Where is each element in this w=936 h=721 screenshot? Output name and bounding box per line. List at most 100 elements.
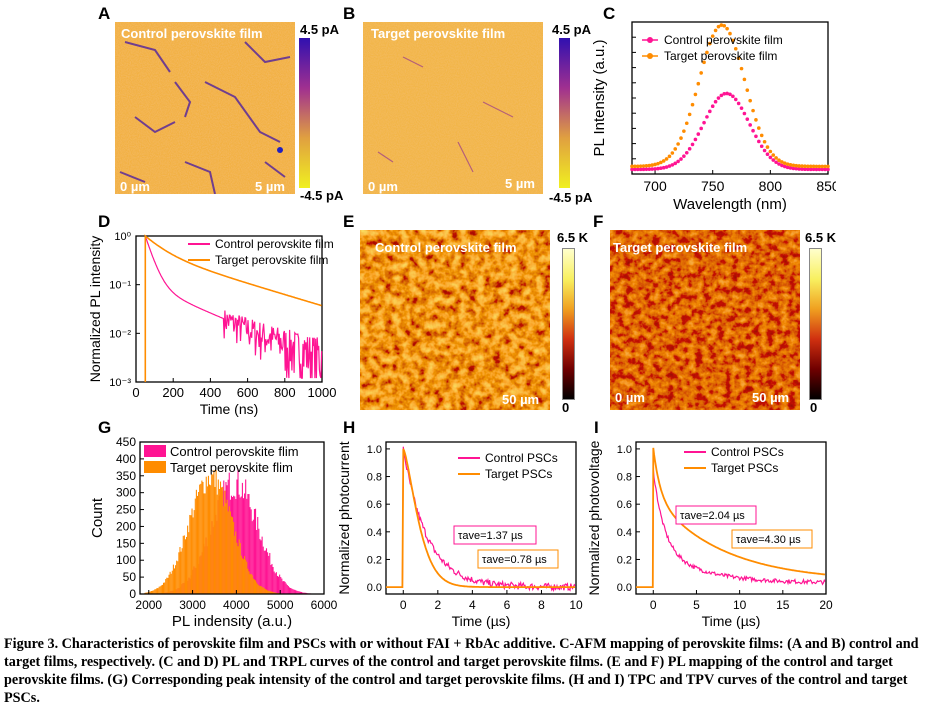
chart-h-tpc: 0 2 4 6 8 10 0.0 0.2 0.4 0.6 0.8 1.0 Time (µs) Normal… <box>338 441 583 629</box>
data-point <box>811 164 816 169</box>
histogram-bar-target <box>165 579 167 594</box>
series-control-line <box>386 446 576 593</box>
colorbar-top-label: 4.5 pA <box>300 22 340 37</box>
data-point <box>788 166 793 170</box>
legend-label: Control PSCs <box>485 451 558 465</box>
panel-label-b: B <box>343 4 356 23</box>
data-point <box>638 167 643 172</box>
histogram-bar-target <box>203 493 205 594</box>
histogram-bar-control <box>285 583 287 594</box>
histogram-bar-control <box>253 509 255 594</box>
histogram-bar-control <box>303 592 305 594</box>
histogram-bar-target <box>166 577 168 594</box>
data-point <box>774 156 778 160</box>
histogram-bar-control <box>288 587 291 594</box>
histogram-bar-target <box>217 479 219 594</box>
y-tick-label: 0.0 <box>367 582 382 594</box>
data-point <box>794 163 799 168</box>
x-tick-label: 800 <box>759 178 783 194</box>
data-point <box>811 167 816 172</box>
y-tick-label: 0.8 <box>617 472 632 484</box>
data-point <box>719 93 724 98</box>
data-point <box>702 120 706 125</box>
histogram-bar-control <box>268 555 270 594</box>
histogram-bar-target <box>187 525 189 594</box>
histogram-bar-target <box>222 486 224 594</box>
data-point <box>696 132 701 136</box>
data-point <box>661 159 666 163</box>
data-point <box>791 163 796 168</box>
histogram-bar-control <box>244 493 246 594</box>
data-point <box>656 161 660 166</box>
data-point <box>780 160 784 164</box>
histogram-bar-target <box>253 579 255 594</box>
histogram-bar-target <box>148 591 150 594</box>
histogram-bar-control <box>265 548 268 594</box>
histogram-bar-target <box>149 591 151 594</box>
histogram-bar-target <box>164 582 166 594</box>
x-tick-label: 600 <box>237 385 259 400</box>
legend-label: Control PSCs <box>711 445 784 459</box>
cafm-texture <box>363 22 543 194</box>
data-point <box>745 88 750 92</box>
histogram-bar-target <box>189 514 191 594</box>
panel-label-f: F <box>593 212 604 231</box>
data-point <box>644 167 649 172</box>
histogram-bar-target <box>218 489 220 594</box>
data-point <box>699 71 703 75</box>
legend-label: Target perovskite film <box>664 49 777 63</box>
y-axis-label: PL Intensity (a.u.) <box>591 39 608 156</box>
data-point <box>782 161 787 166</box>
data-point <box>751 128 755 133</box>
x-tick-label: 3000 <box>179 598 206 612</box>
histogram-bar-target <box>152 590 154 594</box>
histogram-bar-target <box>262 587 264 594</box>
data-point <box>630 164 634 169</box>
histogram-bar-control <box>246 498 248 594</box>
data-point <box>673 147 678 151</box>
histogram-bar-control <box>280 576 282 594</box>
annotation-box <box>675 505 757 525</box>
histogram-bar-target <box>176 560 178 594</box>
data-point <box>708 41 712 46</box>
histogram-bar-target <box>160 585 162 594</box>
data-point <box>748 123 752 127</box>
scale-right: 5 µm <box>505 176 535 191</box>
data-point <box>806 167 810 172</box>
data-point <box>771 158 776 162</box>
histogram-bar-control <box>250 509 252 594</box>
histogram-bar-target <box>236 542 238 594</box>
panel-label-a: A <box>98 4 111 23</box>
histogram-bar-target <box>238 539 240 594</box>
histogram-bar-target <box>154 589 156 594</box>
histogram-bar-target <box>156 588 158 594</box>
histogram-bar-control <box>294 589 296 594</box>
histogram-bar-target <box>200 483 202 594</box>
y-tick-label: 0.4 <box>367 527 382 539</box>
x-tick-label: 5000 <box>267 598 294 612</box>
histogram-bar-target <box>219 481 222 594</box>
y-tick-label: 0 <box>129 587 136 601</box>
colorbar-b <box>559 38 570 188</box>
histogram-bar-control <box>278 576 280 594</box>
data-point <box>765 152 770 157</box>
panel-label-c: C <box>603 4 616 23</box>
x-axis-label: Time (ns) <box>200 401 259 417</box>
data-point <box>664 165 669 169</box>
data-point <box>722 23 727 28</box>
histogram-bar-target <box>190 515 192 594</box>
data-point <box>733 97 738 102</box>
data-point <box>754 134 758 139</box>
data-point <box>742 77 747 82</box>
histogram-bar-target <box>199 484 201 594</box>
x-tick-label: 700 <box>643 178 667 194</box>
data-point <box>653 167 657 171</box>
scale-left: 0 µm <box>368 179 398 194</box>
histogram-bar-control <box>242 498 245 594</box>
histogram-bar-control <box>296 590 298 594</box>
x-axis-label: PL indensity (a.u.) <box>172 613 292 630</box>
pl-map-target: Target perovskite film 0 µm 50 µm <box>610 230 800 410</box>
histogram-bar-control <box>259 539 261 594</box>
histogram-bar-target <box>207 475 209 594</box>
data-point <box>759 133 764 138</box>
